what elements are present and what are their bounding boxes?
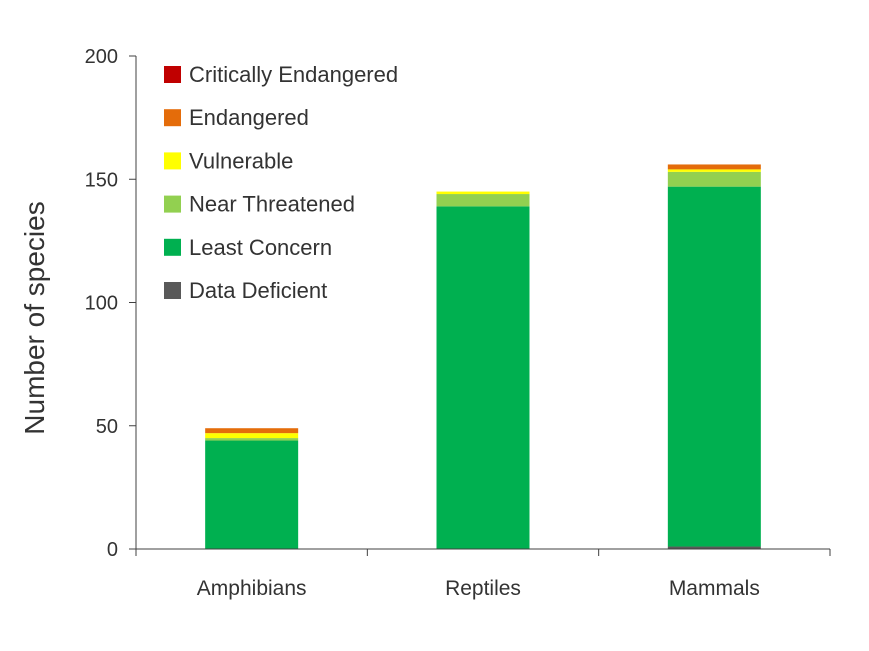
y-axis-title: Number of species — [19, 201, 50, 434]
bar-segment-amphibians-endangered — [205, 428, 299, 434]
legend-swatch-least-concern — [164, 238, 181, 256]
bar-segment-amphibians-near-threatened — [205, 438, 299, 441]
legend-label: Critically Endangered — [189, 62, 398, 87]
y-tick-label: 50 — [96, 416, 118, 438]
bar-segment-amphibians-vulnerable — [205, 433, 299, 439]
bars-layer — [205, 164, 761, 550]
bar-segment-amphibians-least-concern — [205, 440, 299, 549]
y-tick-label: 200 — [85, 46, 118, 68]
y-tick-label: 0 — [107, 539, 118, 561]
x-category-label: Amphibians — [197, 577, 307, 600]
legend-swatch-data-deficient — [164, 282, 181, 299]
legend-label: Near Threatened — [189, 192, 355, 217]
x-category-label: Mammals — [669, 577, 760, 600]
legend: Critically Endangered Endangered Vulnerabl… — [164, 62, 398, 303]
legend-label: Endangered — [189, 105, 309, 130]
y-tick-label: 100 — [85, 293, 118, 315]
legend-label: Vulnerable — [189, 148, 293, 173]
legend-swatch-endangered — [164, 109, 181, 127]
legend-label: Data Deficient — [189, 278, 327, 303]
legend-swatch-vulnerable — [164, 152, 181, 170]
legend-swatch-near-threatened — [164, 195, 181, 213]
bar-segment-mammals-data-deficient — [667, 546, 761, 549]
legend-swatch-critically-endangered — [164, 66, 181, 83]
bar-segment-reptiles-near-threatened — [436, 194, 530, 207]
y-tick-label: 150 — [85, 169, 118, 191]
bar-segment-mammals-near-threatened — [667, 171, 761, 187]
bar-segment-reptiles-vulnerable — [436, 191, 530, 195]
legend-label: Least Concern — [189, 235, 332, 260]
x-category-label: Reptiles — [445, 577, 521, 600]
bar-segment-mammals-vulnerable — [667, 169, 761, 172]
axes-layer: 0 50 100 150 200 Amphibians Reptiles Mammals — [85, 46, 831, 600]
bar-segment-mammals-endangered — [667, 164, 761, 170]
bar-segment-reptiles-least-concern — [436, 206, 530, 550]
bar-segment-mammals-least-concern — [667, 186, 761, 547]
